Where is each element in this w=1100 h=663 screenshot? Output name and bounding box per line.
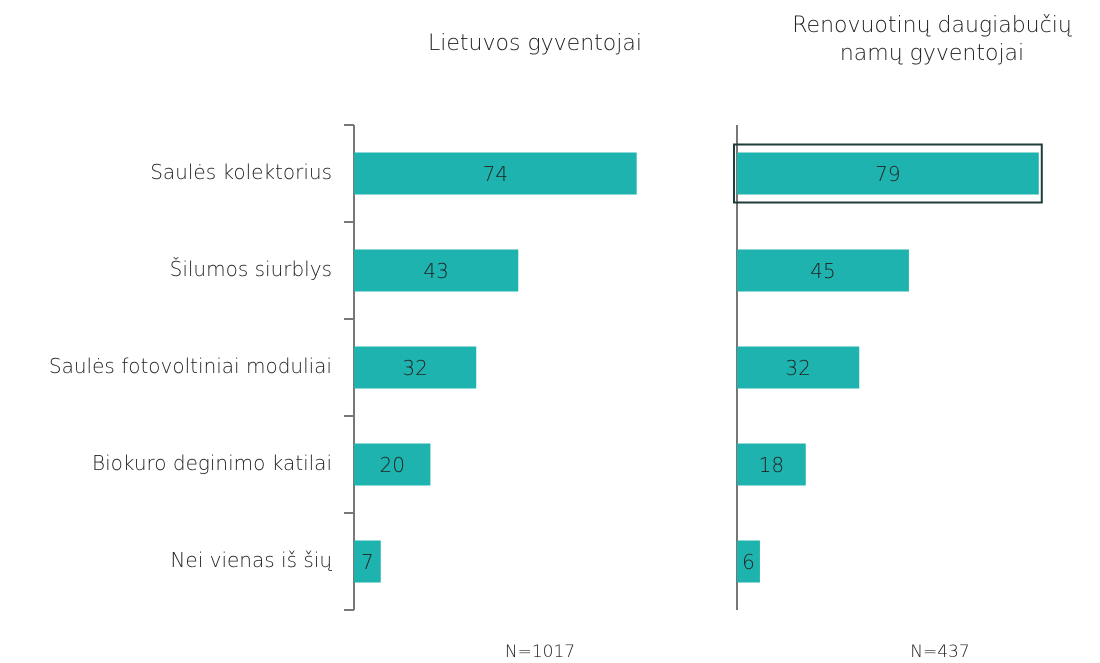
value-label: 43 <box>423 259 448 283</box>
value-label: 74 <box>483 162 508 186</box>
chart-title: Renovuotinų daugiabučių namų gyventojai <box>792 13 1072 66</box>
value-label: 7 <box>361 550 374 574</box>
bar <box>737 443 806 486</box>
category-label: Biokuro deginimo katilai <box>92 451 332 475</box>
value-label: 45 <box>810 259 835 283</box>
highlight-box <box>733 143 1043 204</box>
chart-title: Lietuvos gyventojai <box>428 31 642 56</box>
value-label: 32 <box>785 356 810 380</box>
bar <box>354 249 519 292</box>
bar <box>737 540 760 583</box>
bar <box>354 540 381 583</box>
sample-size-note: N=437 <box>910 642 969 662</box>
bar <box>737 346 860 389</box>
value-label: 32 <box>402 356 427 380</box>
category-label: Nei vienas iš šių <box>170 548 332 572</box>
sample-size-note: N=1017 <box>505 642 575 662</box>
value-label: 20 <box>379 453 404 477</box>
bar <box>737 249 909 292</box>
value-label: 6 <box>742 550 755 574</box>
category-label: Šilumos siurblys <box>170 257 332 281</box>
bar <box>354 346 477 389</box>
category-label: Saulės fotovoltiniai moduliai <box>49 354 332 378</box>
bar <box>354 152 637 195</box>
category-label: Saulės kolektorius <box>150 160 332 184</box>
value-label: 79 <box>875 162 900 186</box>
bar <box>737 152 1039 195</box>
value-label: 18 <box>759 453 784 477</box>
bar <box>354 443 431 486</box>
